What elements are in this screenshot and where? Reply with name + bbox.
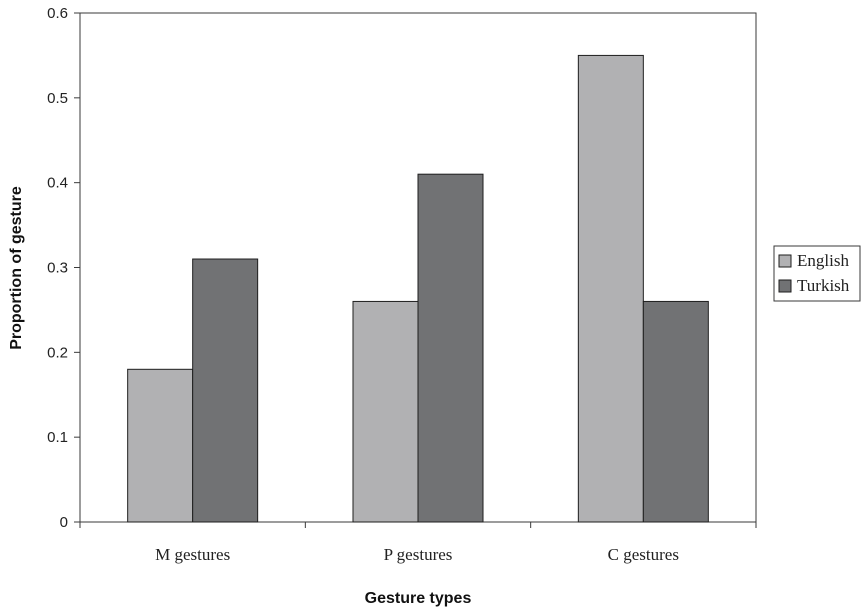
bar-english-3 bbox=[577, 54, 644, 523]
x-axis-ticks bbox=[79, 522, 757, 528]
bars-group bbox=[127, 54, 709, 523]
legend-label-english: English bbox=[797, 251, 849, 270]
legend-swatch-turkish bbox=[778, 279, 792, 293]
y-tick-label: 0 bbox=[60, 514, 68, 531]
legend-items: English Turkish bbox=[778, 251, 850, 295]
legend-label-turkish: Turkish bbox=[797, 276, 850, 295]
y-tick-label: 0.3 bbox=[47, 260, 68, 277]
y-tick-label: 0.4 bbox=[47, 175, 68, 192]
bar-turkish-3 bbox=[642, 300, 709, 523]
category-label: C gestures bbox=[608, 545, 679, 564]
legend-swatch-english bbox=[778, 254, 792, 268]
legend: English Turkish bbox=[773, 245, 861, 302]
bar-turkish-1 bbox=[192, 258, 259, 523]
y-tick-label: 0.5 bbox=[47, 90, 68, 107]
y-axis-title: Proportion of gesture bbox=[8, 186, 25, 350]
x-axis-title: Gesture types bbox=[365, 590, 472, 607]
y-tick-label: 0.6 bbox=[47, 5, 68, 22]
category-label: P gestures bbox=[384, 545, 453, 564]
category-labels: M gestures P gestures C gestures bbox=[155, 545, 679, 564]
y-axis-ticks: 0 0.1 0.2 0.3 0.4 0.5 0.6 bbox=[47, 5, 80, 531]
category-label: M gestures bbox=[155, 545, 230, 564]
bar-english-1 bbox=[127, 368, 194, 523]
bar-turkish-2 bbox=[417, 173, 484, 523]
bar-english-2 bbox=[352, 300, 419, 523]
y-tick-label: 0.1 bbox=[47, 429, 68, 446]
y-tick-label: 0.2 bbox=[47, 344, 68, 361]
